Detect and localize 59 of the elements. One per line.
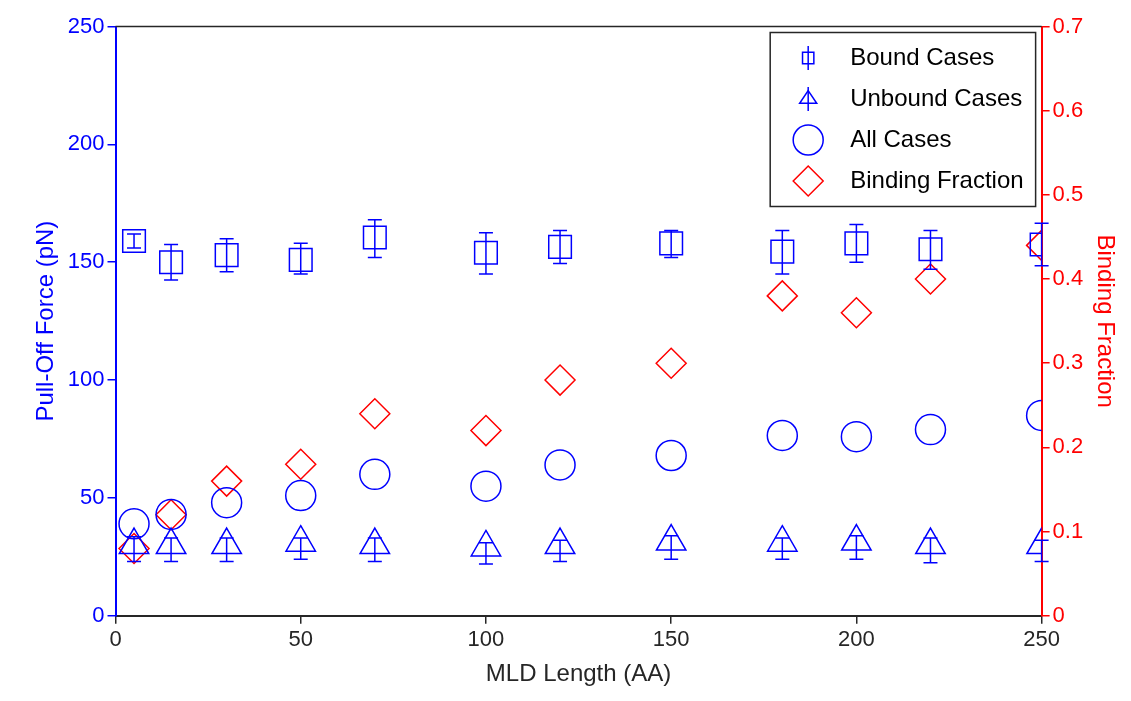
y2-tick-label: 0.1	[1052, 517, 1084, 543]
point	[915, 527, 946, 555]
x-tick-label: 200	[838, 626, 875, 652]
point	[121, 228, 147, 254]
point	[918, 237, 943, 262]
legend-label: Bound Cases	[850, 42, 995, 70]
x-tick-label: 150	[652, 626, 690, 652]
point	[840, 296, 873, 329]
point	[544, 527, 576, 555]
point	[155, 527, 187, 555]
y-tick-label: 50	[80, 484, 105, 509]
y-tick-label: 250	[67, 12, 105, 38]
point	[770, 239, 795, 264]
y2-tick-label: 0.7	[1052, 12, 1084, 38]
point	[655, 523, 687, 551]
y-tick-label: 100	[67, 366, 105, 392]
point	[284, 448, 317, 481]
x-tick-label: 0	[109, 626, 122, 652]
point	[544, 364, 576, 396]
y2-tick-label: 0.6	[1052, 96, 1084, 122]
y-tick-label: 200	[67, 130, 105, 156]
point	[118, 527, 150, 555]
point	[159, 250, 184, 275]
point	[285, 524, 317, 552]
point	[473, 240, 499, 265]
point	[840, 523, 872, 551]
point	[766, 524, 798, 552]
point	[766, 280, 799, 312]
legend-label: All Cases	[850, 124, 952, 152]
point	[210, 465, 243, 497]
y2-tick-label: 0.5	[1052, 180, 1084, 206]
point	[914, 263, 947, 295]
point	[470, 414, 502, 447]
x-tick-label: 250	[1023, 626, 1060, 652]
point	[118, 532, 150, 565]
legend-label: Unbound Cases	[850, 83, 1023, 111]
point	[844, 231, 869, 256]
point	[547, 234, 573, 259]
y2-tick-label: 0	[1052, 601, 1065, 627]
point	[659, 231, 684, 256]
y-tick-label: 0	[92, 601, 105, 627]
y2-tick-label: 0.3	[1052, 349, 1084, 375]
point	[359, 527, 391, 555]
y2-axis-title: Binding Fraction	[1092, 234, 1120, 408]
point	[359, 398, 391, 430]
point	[362, 225, 387, 250]
x-tick-label: 50	[288, 626, 313, 652]
point	[288, 247, 313, 272]
legend-label: Binding Fraction	[850, 165, 1024, 193]
point	[470, 529, 502, 557]
y-tick-label: 150	[67, 248, 105, 274]
point	[214, 243, 239, 268]
x-tick-label: 100	[467, 626, 505, 652]
point	[655, 347, 687, 379]
y2-tick-label: 0.2	[1052, 433, 1084, 459]
y2-tick-label: 0.4	[1052, 265, 1084, 291]
x-axis-title: MLD Length (AA)	[485, 659, 672, 687]
point	[211, 527, 243, 555]
y-axis-title: Pull-Off Force (pN)	[31, 220, 59, 422]
